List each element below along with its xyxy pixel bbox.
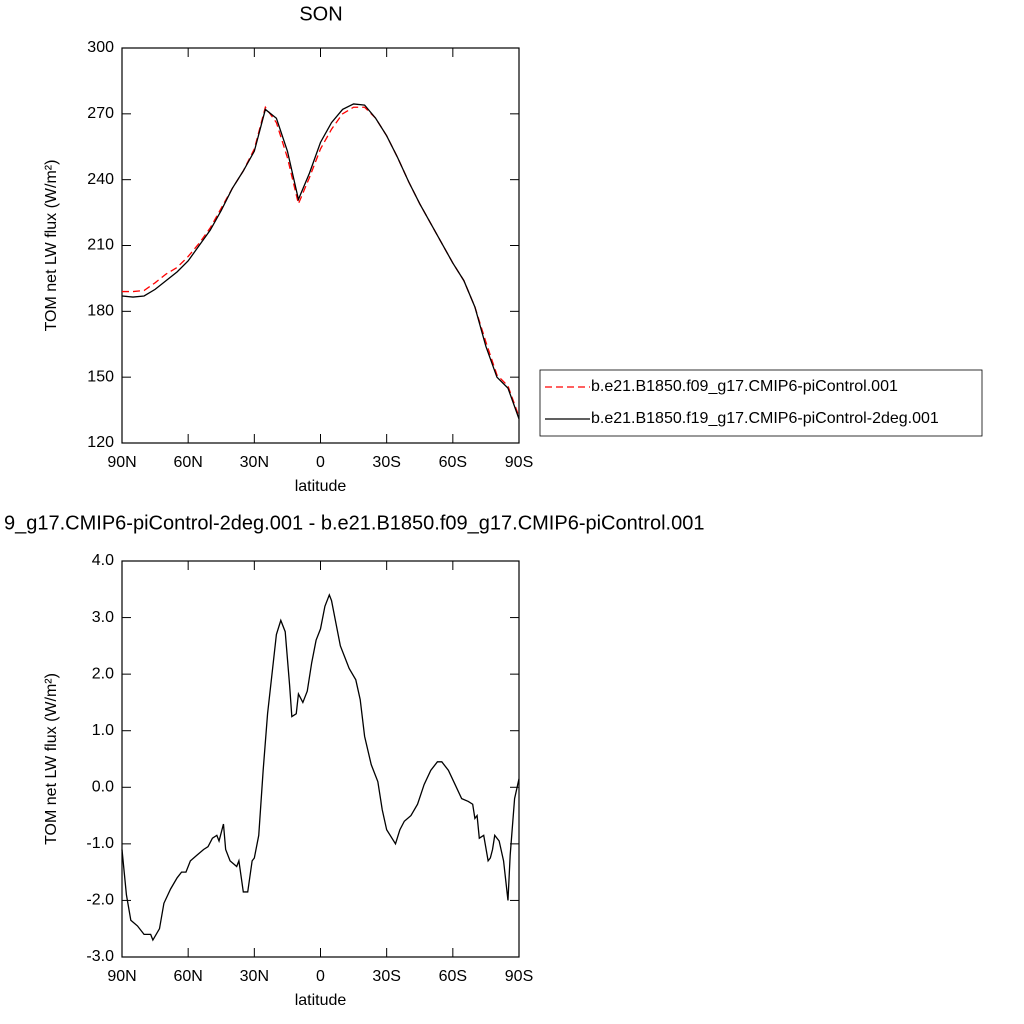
plot-frame: [121, 47, 520, 444]
y-tick-label: 4.0: [92, 552, 114, 569]
x-tick-label: 90S: [505, 454, 533, 471]
x-tick-label: 60N: [173, 968, 202, 985]
legend-box: [539, 369, 983, 437]
y-tick-label: 1.0: [92, 722, 114, 739]
x-tick-label: 30S: [372, 454, 400, 471]
chart-title: SON: [299, 3, 342, 25]
x-tick-label: 0: [316, 968, 325, 985]
y-tick-label: 300: [87, 39, 114, 56]
y-tick-label: 240: [87, 171, 114, 188]
y-axis-label: TOM net LW flux (W/m²): [43, 673, 60, 845]
series-line: [122, 105, 520, 417]
x-axis-label: latitude: [295, 992, 347, 1009]
y-axis-label: TOM net LW flux (W/m²): [43, 160, 60, 332]
legend: b.e21.B1850.f09_g17.CMIP6-piControl.001b…: [539, 369, 983, 437]
x-tick-label: 90S: [505, 968, 533, 985]
x-tick-label: 90N: [107, 968, 136, 985]
y-tick-label: 180: [87, 303, 114, 320]
y-tick-label: -1.0: [86, 835, 114, 852]
x-tick-label: 60N: [173, 454, 202, 471]
x-tick-label: 30N: [240, 454, 269, 471]
chart-title: 9_g17.CMIP6-piControl-2deg.001 - b.e21.B…: [4, 512, 704, 534]
y-tick-label: -2.0: [86, 892, 114, 909]
x-axis-label: latitude: [295, 478, 347, 495]
y-tick-label: 0.0: [92, 779, 114, 796]
y-tick-label: 2.0: [92, 665, 114, 682]
y-tick-label: 3.0: [92, 609, 114, 626]
x-tick-label: 90N: [107, 454, 136, 471]
y-tick-label: 270: [87, 105, 114, 122]
series-line: [121, 593, 520, 942]
x-tick-label: 30S: [372, 968, 400, 985]
x-tick-label: 60S: [439, 968, 467, 985]
y-tick-label: 150: [87, 368, 114, 385]
x-tick-label: 60S: [439, 454, 467, 471]
y-tick-label: 210: [87, 237, 114, 254]
x-tick-label: 0: [316, 454, 325, 471]
series-line: [121, 103, 520, 420]
legend-label: b.e21.B1850.f09_g17.CMIP6-piControl.001: [591, 378, 898, 395]
y-tick-label: -3.0: [86, 948, 114, 965]
plot-frame: [121, 560, 520, 958]
y-tick-label: 120: [87, 434, 114, 451]
x-tick-label: 30N: [240, 968, 269, 985]
legend-label: b.e21.B1850.f19_g17.CMIP6-piControl-2deg…: [591, 410, 939, 427]
